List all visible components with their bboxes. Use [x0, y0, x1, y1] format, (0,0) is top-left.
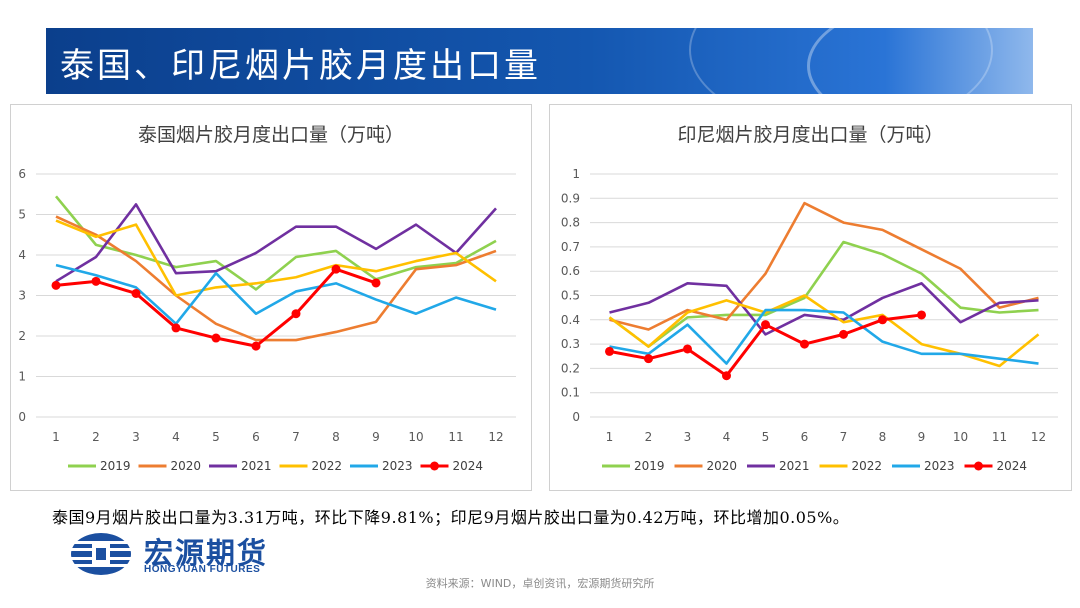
data-point-2024: [51, 280, 61, 290]
legend-marker-2024: [974, 461, 983, 471]
x-tick-label: 4: [172, 430, 180, 444]
series-line-2023: [609, 308, 1039, 365]
company-logo: 宏源期货 HONGYUAN FUTURES: [70, 530, 310, 580]
data-point-2024: [211, 333, 221, 343]
y-tick-label: 0.7: [561, 240, 580, 254]
y-tick-label: 6: [18, 167, 26, 181]
x-tick-label: 8: [879, 430, 887, 444]
y-tick-label: 0.4: [561, 313, 580, 327]
x-tick-label: 2: [92, 430, 100, 444]
y-tick-label: 1: [572, 167, 580, 181]
data-point-2024: [251, 341, 261, 351]
legend-label: 2024: [997, 459, 1028, 473]
legend-label: 2020: [171, 459, 202, 473]
y-tick-label: 5: [18, 208, 26, 222]
x-tick-label: 3: [684, 430, 692, 444]
y-tick-label: 3: [18, 289, 26, 303]
x-tick-label: 9: [372, 430, 380, 444]
x-tick-label: 6: [801, 430, 809, 444]
x-tick-label: 1: [606, 430, 614, 444]
data-point-2024: [917, 310, 926, 320]
data-point-2024: [683, 344, 692, 354]
y-tick-label: 0.8: [561, 216, 580, 230]
series-line-2020: [609, 201, 1039, 331]
legend-marker-2024: [430, 461, 439, 471]
thailand-export-chart: 泰国烟片胶月度出口量（万吨） 0 1 2 3 4 5 6 1 2 3 4 5 6 7 8 9 10 11 12 2019…: [10, 104, 532, 491]
y-tick-label: 0.1: [561, 386, 580, 400]
data-point-2024: [878, 315, 887, 325]
data-point-2024: [605, 346, 614, 356]
legend-label: 2022: [312, 459, 343, 473]
legend-label: 2023: [924, 459, 955, 473]
y-tick-label: 0.3: [561, 337, 580, 351]
legend-label: 2022: [852, 459, 883, 473]
x-tick-label: 6: [252, 430, 260, 444]
legend-label: 2019: [634, 459, 665, 473]
x-tick-label: 9: [918, 430, 926, 444]
logo-mark-icon: [70, 533, 132, 575]
y-tick-label: 4: [18, 248, 26, 262]
data-point-2024: [839, 329, 848, 339]
y-tick-label: 0.2: [561, 361, 580, 375]
indonesia-chart-svg: 印尼烟片胶月度出口量（万吨） 0 0.1 0.2 0.3 0.4 0.5 0.6 0.7 0.8 0…: [561, 124, 1058, 473]
y-tick-label: 1: [18, 370, 26, 384]
y-tick-label: 0: [18, 410, 26, 424]
data-point-2024: [371, 278, 381, 288]
data-point-2024: [331, 264, 341, 274]
x-tick-label: 8: [332, 430, 340, 444]
page-title: 泰国、印尼烟片胶月度出口量: [60, 46, 541, 86]
y-tick-label: 2: [18, 329, 26, 343]
data-point-2024: [131, 288, 141, 298]
summary-text: 泰国9月烟片胶出口量为3.31万吨，环比下降9.81%；印尼9月烟片胶出口量为0…: [52, 508, 850, 527]
y-tick-label: 0.9: [561, 191, 580, 205]
x-tick-label: 1: [52, 430, 60, 444]
y-tick-label: 0: [572, 410, 580, 424]
x-tick-label: 11: [448, 430, 463, 444]
series-line-2021: [609, 282, 1039, 336]
y-tick-label: 0.5: [561, 289, 580, 303]
data-point-2024: [722, 371, 731, 381]
x-tick-label: 5: [762, 430, 770, 444]
legend-label: 2020: [707, 459, 738, 473]
series-line-2019: [54, 195, 497, 291]
series-line-2021: [55, 203, 497, 283]
chart-title: 泰国烟片胶月度出口量（万吨）: [138, 124, 404, 146]
x-tick-label: 3: [132, 430, 140, 444]
data-point-2024: [761, 320, 770, 330]
x-tick-label: 5: [212, 430, 220, 444]
indonesia-export-chart: 印尼烟片胶月度出口量（万吨） 0 0.1 0.2 0.3 0.4 0.5 0.6 0.7 0.8 0…: [549, 104, 1072, 491]
x-tick-label: 10: [408, 430, 423, 444]
legend-label: 2023: [382, 459, 413, 473]
title-banner: 泰国、印尼烟片胶月度出口量: [46, 28, 1033, 94]
x-tick-label: 12: [488, 430, 503, 444]
data-point-2024: [171, 323, 181, 333]
source-note: 资料来源：WIND，卓创资讯，宏源期货研究所: [425, 577, 655, 590]
x-tick-label: 4: [723, 430, 731, 444]
series-line-2023: [55, 263, 497, 326]
data-point-2024: [291, 309, 301, 319]
logo-name-en: HONGYUAN FUTURES: [144, 564, 261, 575]
x-tick-label: 10: [953, 430, 968, 444]
x-tick-label: 11: [992, 430, 1007, 444]
x-tick-label: 7: [292, 430, 300, 444]
series-line-2020: [55, 215, 497, 342]
data-point-2024: [800, 339, 809, 349]
legend-label: 2021: [241, 459, 272, 473]
series-line-2019: [608, 240, 1039, 348]
x-tick-label: 2: [645, 430, 653, 444]
banner-decoration: [689, 28, 993, 94]
chart-title: 印尼烟片胶月度出口量（万吨）: [677, 124, 943, 146]
series-line-2022: [55, 219, 497, 297]
logo-name-cn: 宏源期货: [144, 536, 269, 570]
legend-label: 2021: [779, 459, 810, 473]
data-point-2024: [91, 276, 101, 286]
x-tick-label: 12: [1031, 430, 1046, 444]
x-tick-label: 7: [840, 430, 848, 444]
data-point-2024: [644, 354, 653, 364]
legend-label: 2019: [100, 459, 131, 473]
y-tick-label: 0.6: [561, 264, 580, 278]
legend-label: 2024: [453, 459, 484, 473]
